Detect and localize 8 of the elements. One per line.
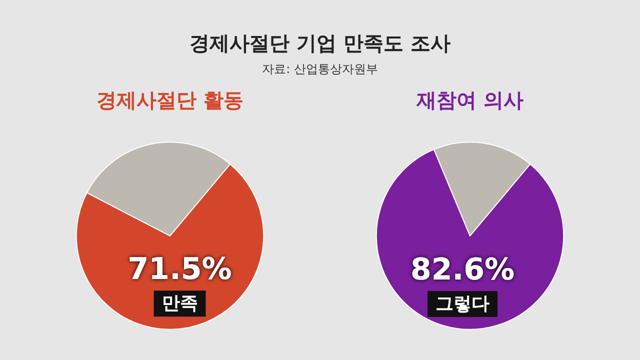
slice-label: 만족	[162, 293, 198, 314]
text: 경제사절단 기업 만족도 조사	[188, 30, 452, 57]
chart-title: 재참여 의사	[416, 88, 524, 112]
data-label: 82.6%	[410, 252, 515, 288]
slice-label: 그렇다	[435, 294, 490, 315]
data-label: 71.5%	[128, 252, 232, 288]
chart-title: 경제사절단 활동	[96, 88, 244, 112]
text: 자료: 산업통상자원부	[261, 61, 379, 78]
